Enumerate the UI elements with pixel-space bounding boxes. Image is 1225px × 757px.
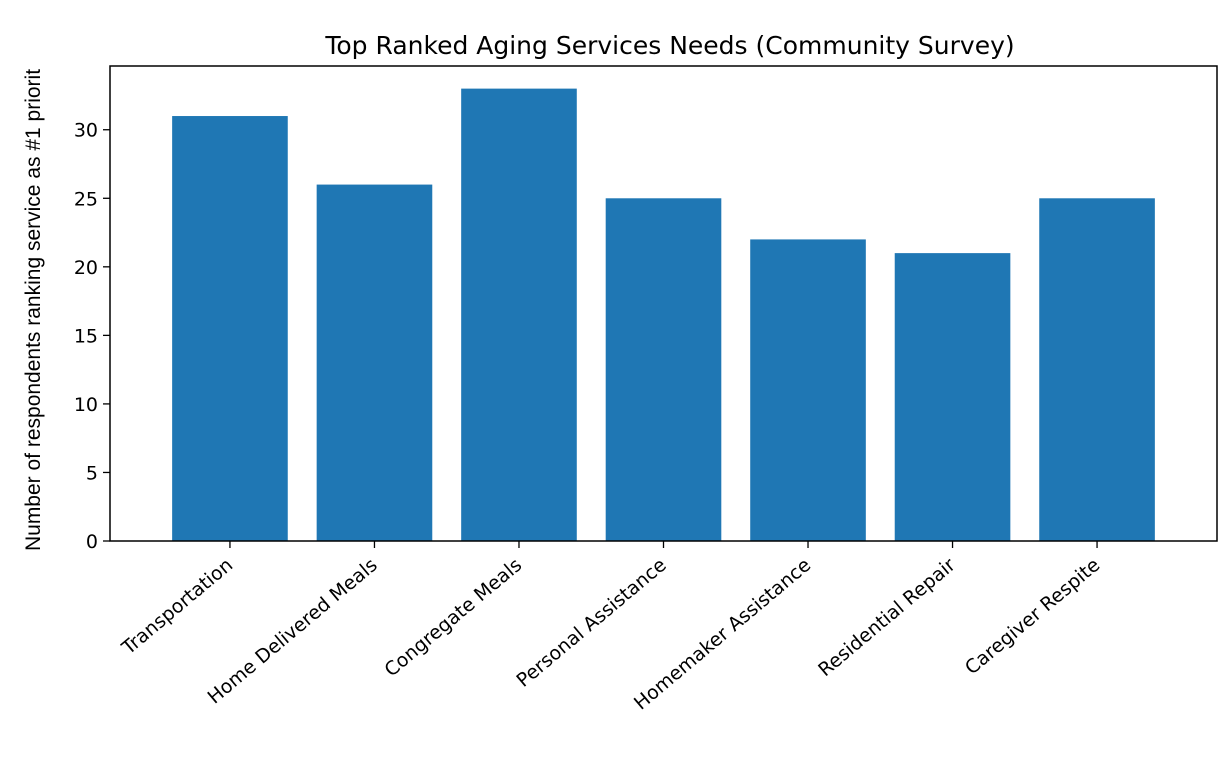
bar-homemaker-assistance <box>750 239 866 541</box>
x-tick-label: Home Delivered Meals <box>204 554 382 708</box>
y-axis-label: Number of respondents ranking service as… <box>22 69 45 551</box>
bars-layer <box>172 88 1155 541</box>
y-tick-label: 25 <box>74 188 98 210</box>
x-tick-label: Congregate Meals <box>380 554 526 681</box>
y-tick-label: 20 <box>74 257 98 279</box>
x-tick-label: Personal Assistance <box>513 554 671 692</box>
y-axis: 0 5 10 15 20 25 30 <box>74 120 110 553</box>
y-tick-label: 10 <box>74 394 98 416</box>
bar-residential-repair <box>894 253 1011 541</box>
y-tick-label: 30 <box>74 120 98 142</box>
bar-home-delivered-meals <box>316 184 433 541</box>
bar-transportation <box>172 116 288 541</box>
bar-personal-assistance <box>605 198 722 541</box>
x-tick-label: Transportation <box>117 554 237 660</box>
x-tick-label: Caregiver Respite <box>961 554 1104 679</box>
y-tick-label: 5 <box>86 462 98 484</box>
y-tick-label: 0 <box>86 531 98 553</box>
bar-congregate-meals <box>461 88 577 541</box>
chart-title: Top Ranked Aging Services Needs (Communi… <box>324 31 1014 60</box>
y-tick-label: 15 <box>74 325 98 347</box>
plot-frame <box>109 65 1218 542</box>
x-tick-label: Residential Repair <box>814 554 960 681</box>
bar-caregiver-respite <box>1039 198 1155 541</box>
